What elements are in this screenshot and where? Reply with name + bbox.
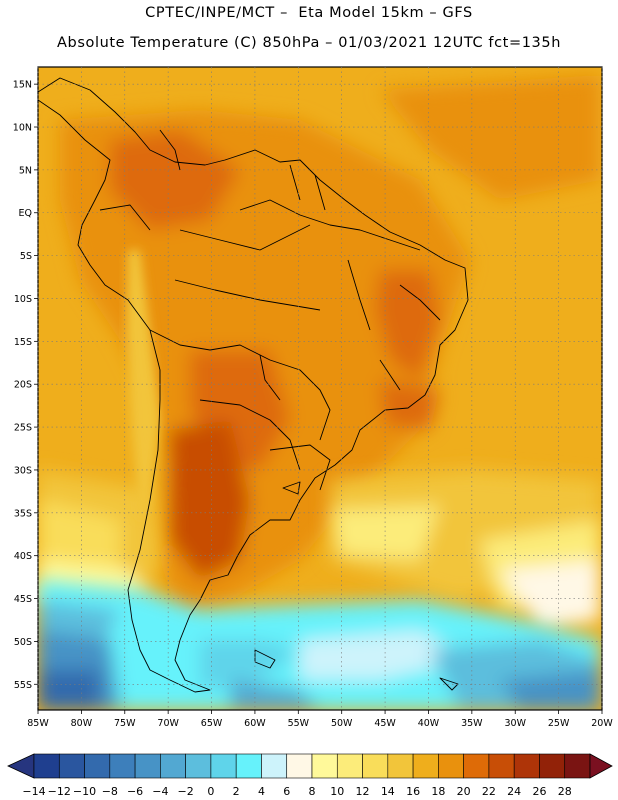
colorbar-label: 0 (207, 785, 214, 798)
colorbar-label: 28 (558, 785, 572, 798)
colorbar-cell (261, 753, 288, 779)
lat-label: 55S (14, 680, 32, 691)
colorbar-cell (58, 753, 85, 779)
lon-label: 60W (244, 718, 266, 729)
colorbar-label: 26 (532, 785, 546, 798)
lon-label: 35W (461, 718, 483, 729)
colorbar-label: 24 (507, 785, 521, 798)
colorbar-cell (160, 753, 186, 779)
colorbar-label: 6 (283, 785, 290, 798)
lon-label: 25W (548, 718, 570, 729)
colorbar: −14 −12 −10 −8 −6 −4 −2 0 2 4 6 8 10 12 14 16 18 20 22 24 26… (7, 753, 613, 798)
colorbar-under-arrow (7, 753, 35, 779)
plot-frame (37, 66, 603, 711)
colorbar-cells (33, 753, 591, 779)
lon-label: 45W (374, 718, 396, 729)
colorbar-cell (33, 753, 60, 779)
lon-label: 40W (418, 718, 440, 729)
lat-label: 35S (14, 508, 32, 519)
lon-label: 65W (201, 718, 223, 729)
colorbar-cell (463, 753, 490, 779)
colorbar-cell (134, 753, 161, 779)
lat-label: 45S (14, 594, 32, 605)
lat-label: 5N (19, 165, 32, 176)
lat-label: 15S (14, 337, 32, 348)
colorbar-label: −2 (178, 785, 194, 798)
lat-label: 40S (14, 551, 32, 562)
lat-label: 30S (14, 465, 32, 476)
latitude-labels: 15N 10N 5N EQ 5S 10S 15S 20S 25S 30S 35S 40S 45S 50S 5… (13, 80, 32, 691)
colorbar-over-arrow (589, 753, 613, 779)
colorbar-cell (488, 753, 515, 779)
colorbar-label: −12 (48, 785, 71, 798)
colorbar-label: −10 (73, 785, 96, 798)
graticule (34, 67, 603, 714)
lon-label: 75W (114, 718, 136, 729)
chart-title-line1: CPTEC/INPE/MCT – Eta Model 15km – GFS (145, 5, 473, 21)
lon-label: 30W (504, 718, 526, 729)
colorbar-label: −4 (152, 785, 168, 798)
chart-title-line2: Absolute Temperature (C) 850hPa – 01/03/… (57, 35, 561, 51)
lat-label: 10S (14, 294, 32, 305)
lat-label: 10N (13, 123, 32, 134)
coastlines (38, 77, 469, 693)
colorbar-cell (336, 753, 363, 779)
lat-label: 25S (14, 423, 32, 434)
colorbar-cell (311, 753, 338, 779)
colorbar-cell (84, 753, 111, 779)
colorbar-cell (387, 753, 414, 779)
lon-label: 50W (331, 718, 353, 729)
colorbar-labels: −14 −12 −10 −8 −6 −4 −2 0 2 4 6 8 10 12 14 16 18 20 22 24 26… (22, 785, 571, 798)
temperature-field (38, 67, 602, 710)
colorbar-label: 10 (330, 785, 344, 798)
colorbar-label: 18 (431, 785, 445, 798)
colorbar-cell (362, 753, 389, 779)
colorbar-cell (235, 753, 262, 779)
colorbar-label: 4 (258, 785, 265, 798)
colorbar-label: 8 (309, 785, 316, 798)
colorbar-label: 20 (457, 785, 471, 798)
colorbar-cell (412, 753, 439, 779)
colorbar-label: 16 (406, 785, 420, 798)
lon-label: 70W (157, 718, 179, 729)
longitude-labels: 85W 80W 75W 70W 65W 60W 55W 50W 45W 40W 35W 30W 25W 2… (27, 718, 613, 729)
colorbar-cell (109, 753, 136, 779)
colorbar-label: 22 (482, 785, 496, 798)
colorbar-label: 14 (381, 785, 395, 798)
lon-label: 80W (71, 718, 93, 729)
colorbar-cell (210, 753, 237, 779)
colorbar-label: −6 (127, 785, 143, 798)
colorbar-label: −8 (102, 785, 118, 798)
lat-label: 20S (14, 380, 32, 391)
lat-label: 50S (14, 637, 32, 648)
colorbar-cell (286, 753, 313, 779)
lon-label: 20W (591, 718, 613, 729)
lat-label: 5S (20, 251, 32, 262)
colorbar-cell (539, 753, 566, 779)
lat-label: EQ (19, 208, 32, 219)
lat-label: 15N (13, 80, 32, 91)
colorbar-cell (513, 753, 540, 779)
colorbar-label: 12 (356, 785, 370, 798)
colorbar-label: 2 (233, 785, 240, 798)
lon-label: 55W (288, 718, 310, 729)
colorbar-cell (185, 753, 212, 779)
colorbar-cell (564, 753, 591, 779)
colorbar-label: −14 (22, 785, 45, 798)
colorbar-cell (438, 753, 464, 779)
lon-label: 85W (27, 718, 49, 729)
